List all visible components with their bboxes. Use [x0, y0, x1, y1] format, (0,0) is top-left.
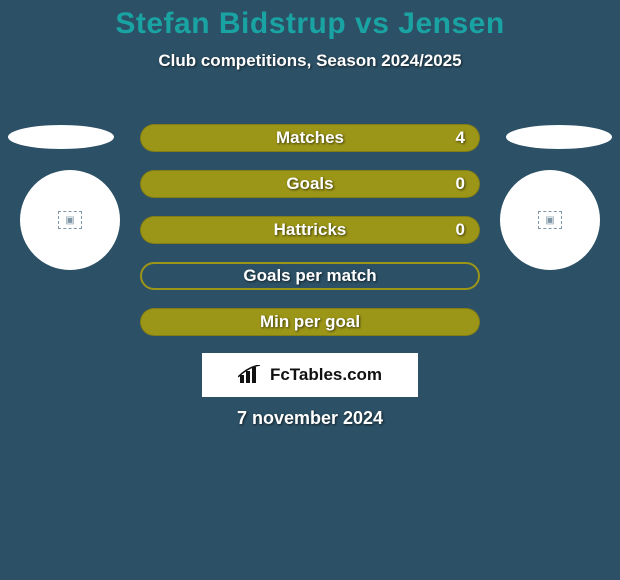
stat-row-goals-per-match: Goals per match — [140, 262, 480, 290]
stat-value: 0 — [456, 174, 465, 194]
vs-separator: vs — [355, 7, 389, 40]
stat-value: 4 — [456, 128, 465, 148]
stat-row-matches: Matches 4 — [140, 124, 480, 152]
subtitle: Club competitions, Season 2024/2025 — [0, 51, 620, 71]
player-right-name: Jensen — [398, 7, 504, 40]
avatar-circle-left: ▣ — [20, 170, 120, 270]
stat-row-min-per-goal: Min per goal — [140, 308, 480, 336]
flag-icon: ▣ — [58, 211, 82, 229]
stats-bars: Matches 4 Goals 0 Hattricks 0 Goals per … — [140, 124, 480, 354]
player-left-name: Stefan Bidstrup — [115, 7, 346, 40]
stat-label: Goals — [286, 174, 333, 194]
avatar-circle-right: ▣ — [500, 170, 600, 270]
footer-date: 7 november 2024 — [0, 408, 620, 429]
stat-label: Goals per match — [243, 266, 376, 286]
stat-row-hattricks: Hattricks 0 — [140, 216, 480, 244]
comparison-infographic: Stefan Bidstrup vs Jensen Club competiti… — [0, 0, 620, 580]
page-title: Stefan Bidstrup vs Jensen — [0, 0, 620, 41]
stat-label: Matches — [276, 128, 344, 148]
ellipse-right — [506, 125, 612, 149]
flag-icon: ▣ — [538, 211, 562, 229]
bar-chart-icon — [238, 365, 264, 385]
ellipse-left — [8, 125, 114, 149]
stat-value: 0 — [456, 220, 465, 240]
stat-label: Hattricks — [274, 220, 347, 240]
branding-box: FcTables.com — [202, 353, 418, 397]
stat-row-goals: Goals 0 — [140, 170, 480, 198]
stat-label: Min per goal — [260, 312, 360, 332]
branding-text: FcTables.com — [270, 365, 382, 385]
